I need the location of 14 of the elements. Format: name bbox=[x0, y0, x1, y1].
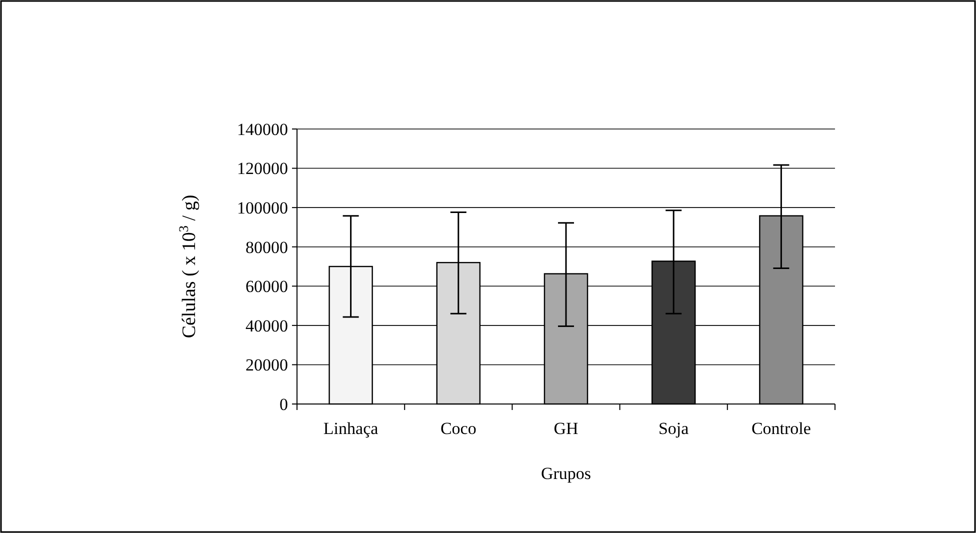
y-tick-label: 100000 bbox=[237, 198, 288, 218]
x-tick-label: Coco bbox=[440, 419, 476, 438]
x-tick-label: GH bbox=[554, 419, 578, 438]
x-tick-label: Controle bbox=[751, 419, 811, 438]
y-tick-label: 20000 bbox=[246, 356, 288, 375]
y-tick-label: 120000 bbox=[237, 159, 288, 178]
y-tick-label: 80000 bbox=[246, 238, 288, 257]
y-tick-label: 40000 bbox=[246, 316, 288, 336]
y-tick-label: 0 bbox=[280, 394, 288, 414]
x-tick-label: Soja bbox=[658, 419, 690, 438]
x-tick-label: Linhaça bbox=[323, 419, 379, 438]
y-tick-label: 140000 bbox=[237, 120, 288, 139]
y-tick-label: 60000 bbox=[246, 277, 288, 296]
x-axis-title: Grupos bbox=[540, 464, 592, 483]
